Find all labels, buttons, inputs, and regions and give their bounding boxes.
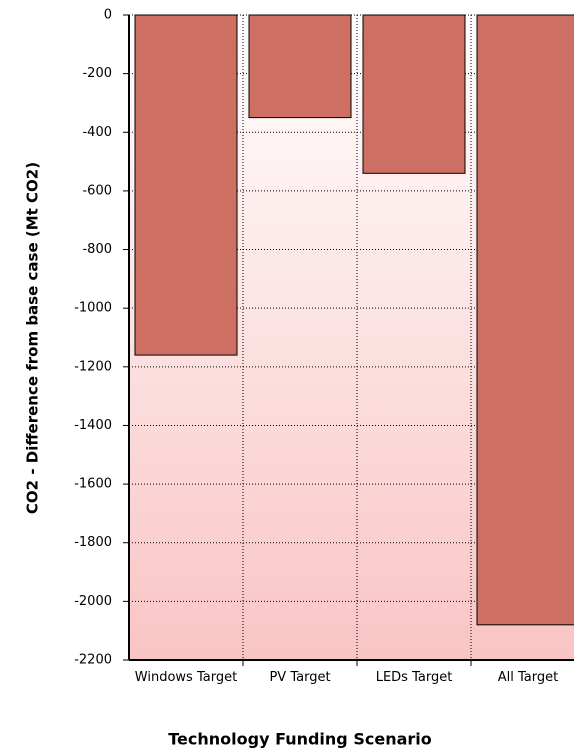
y-tick-label: -800 <box>82 242 112 257</box>
bar <box>134 14 238 356</box>
y-tick-label: -400 <box>82 125 112 140</box>
bar <box>362 14 466 174</box>
y-tick-label: -600 <box>82 183 112 198</box>
y-tick-label: -1200 <box>74 359 112 374</box>
x-tick-label: PV Target <box>269 670 331 685</box>
x-tick-label: Windows Target <box>134 670 238 685</box>
x-tick-label: All Target <box>497 670 559 685</box>
y-tick-label: -1600 <box>74 477 112 492</box>
x-axis-title: Technology Funding Scenario <box>168 730 432 749</box>
bar <box>476 14 574 626</box>
x-tick-label: LEDs Target <box>375 670 453 685</box>
bar <box>248 14 352 119</box>
y-tick-label: -1400 <box>74 418 112 433</box>
y-tick-label: 0 <box>104 8 112 23</box>
y-tick-label: -1800 <box>74 535 112 550</box>
y-axis-title: CO2 - Difference from base case (Mt CO2) <box>24 162 42 514</box>
y-tick-label: -2000 <box>74 594 112 609</box>
y-tick-label: -200 <box>82 66 112 81</box>
y-tick-label: -2200 <box>74 653 112 668</box>
y-tick-label: -1000 <box>74 301 112 316</box>
